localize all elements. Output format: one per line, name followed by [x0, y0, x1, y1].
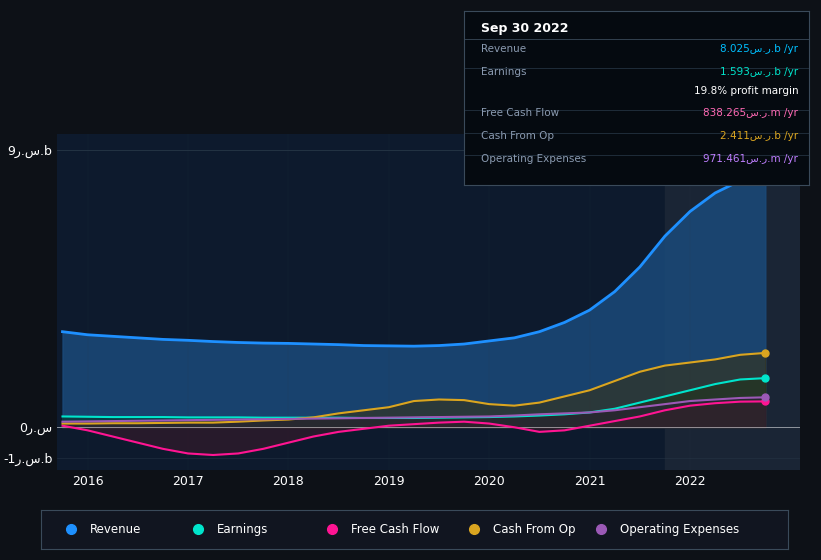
Text: Sep 30 2022: Sep 30 2022	[481, 22, 569, 35]
Text: 2.411س.ر.b /yr: 2.411س.ر.b /yr	[720, 131, 798, 141]
Text: Earnings: Earnings	[217, 522, 268, 536]
Text: Revenue: Revenue	[481, 44, 526, 54]
Text: 838.265س.ر.m /yr: 838.265س.ر.m /yr	[704, 109, 798, 118]
Text: Revenue: Revenue	[89, 522, 141, 536]
Text: 1.593س.ر.b /yr: 1.593س.ر.b /yr	[720, 67, 798, 77]
Text: 19.8% profit margin: 19.8% profit margin	[694, 86, 798, 96]
Text: Operating Expenses: Operating Expenses	[620, 522, 739, 536]
Text: Operating Expenses: Operating Expenses	[481, 153, 586, 164]
Text: Free Cash Flow: Free Cash Flow	[351, 522, 439, 536]
Text: 8.025س.ر.b /yr: 8.025س.ر.b /yr	[720, 44, 798, 54]
Text: 971.461س.ر.m /yr: 971.461س.ر.m /yr	[704, 153, 798, 164]
Text: Cash From Op: Cash From Op	[481, 131, 554, 141]
Text: Free Cash Flow: Free Cash Flow	[481, 109, 559, 118]
Text: Earnings: Earnings	[481, 67, 526, 77]
Bar	[665, 134, 800, 470]
Text: Cash From Op: Cash From Op	[493, 522, 576, 536]
